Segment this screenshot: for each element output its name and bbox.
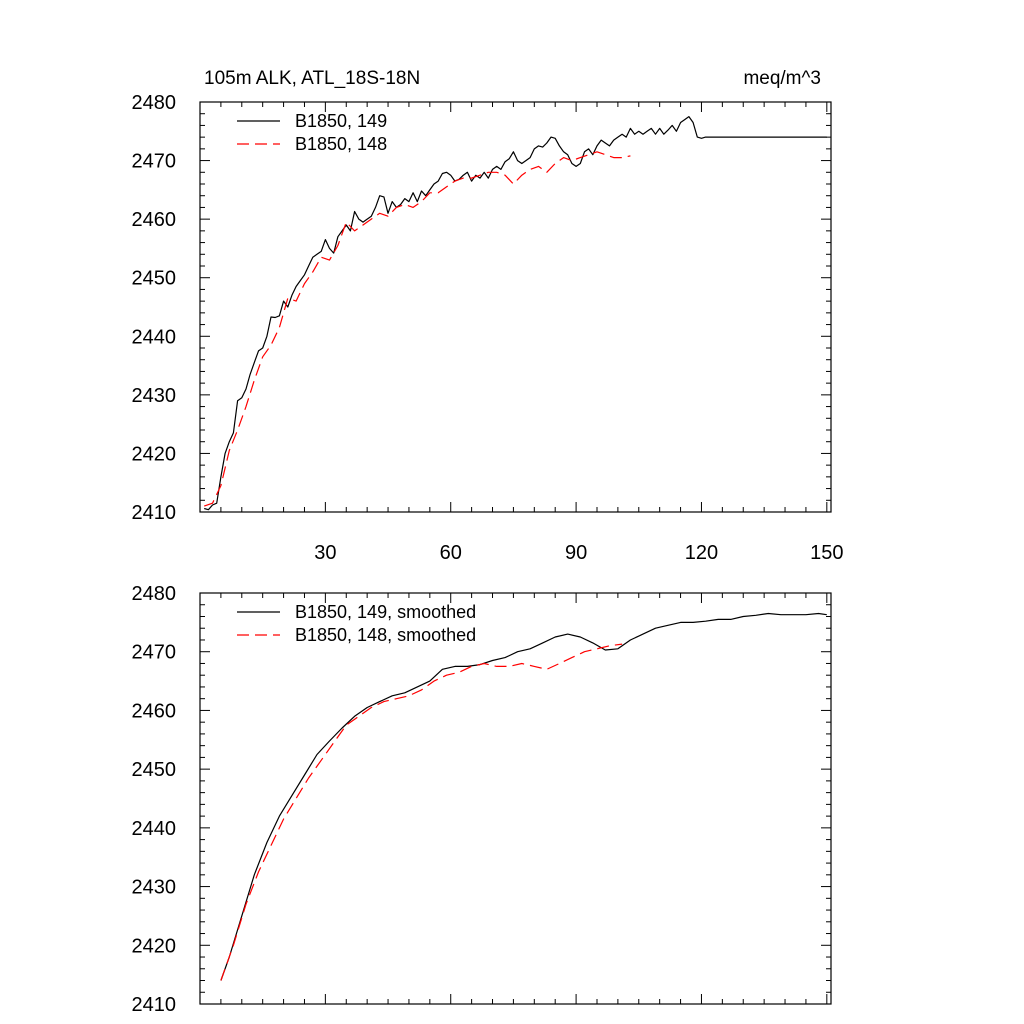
y-tick-label: 2420 [132,443,177,465]
plot-frame-top [199,101,832,513]
y-tick-label: 2460 [132,209,177,231]
y-tick-label: 2450 [132,268,177,290]
series-line-1 [220,612,827,981]
y-tick-label: 2480 [132,583,177,605]
legend-label-2: B1850, 148 [295,134,387,154]
series-line-2 [204,151,631,507]
y-tick-label: 2430 [132,877,177,899]
y-tick-label: 2470 [132,642,177,664]
y-tick-label: 2470 [132,151,177,173]
x-tick-label: 150 [810,542,843,564]
plot-frame-bottom [199,592,832,1005]
y-tick-label: 2480 [132,92,177,114]
panel-bottom: 2410 2420 2430 2440 2450 2460 2470 2480 B1850, 1… [132,583,832,1016]
y-tick-label: 2450 [132,759,177,781]
y-tick-label: 2410 [132,994,177,1016]
series-line-1 [204,115,827,511]
y-tick-label: 2460 [132,700,177,722]
y-tick-label: 2430 [132,385,177,407]
y-tick-label: 2440 [132,326,177,348]
legend-label-1: B1850, 149 [295,111,387,131]
x-tick-label: 60 [440,542,462,564]
panel-top: 2410 2420 2430 2440 2450 2460 2470 2480 30 60 90 12… [132,92,844,564]
chart-left-title: 105m ALK, ATL_18S-18N [204,68,420,89]
series-line-2 [220,643,623,981]
chart-right-title: meq/m^3 [743,68,821,89]
y-tick-label: 2420 [132,935,177,957]
y-tick-label: 2410 [132,502,177,524]
legend-label-2: B1850, 148, smoothed [295,625,476,645]
x-tick-label: 120 [685,542,718,564]
y-tick-label: 2440 [132,818,177,840]
x-tick-label: 30 [314,542,336,564]
x-tick-label: 90 [565,542,587,564]
legend-label-1: B1850, 149, smoothed [295,602,476,622]
